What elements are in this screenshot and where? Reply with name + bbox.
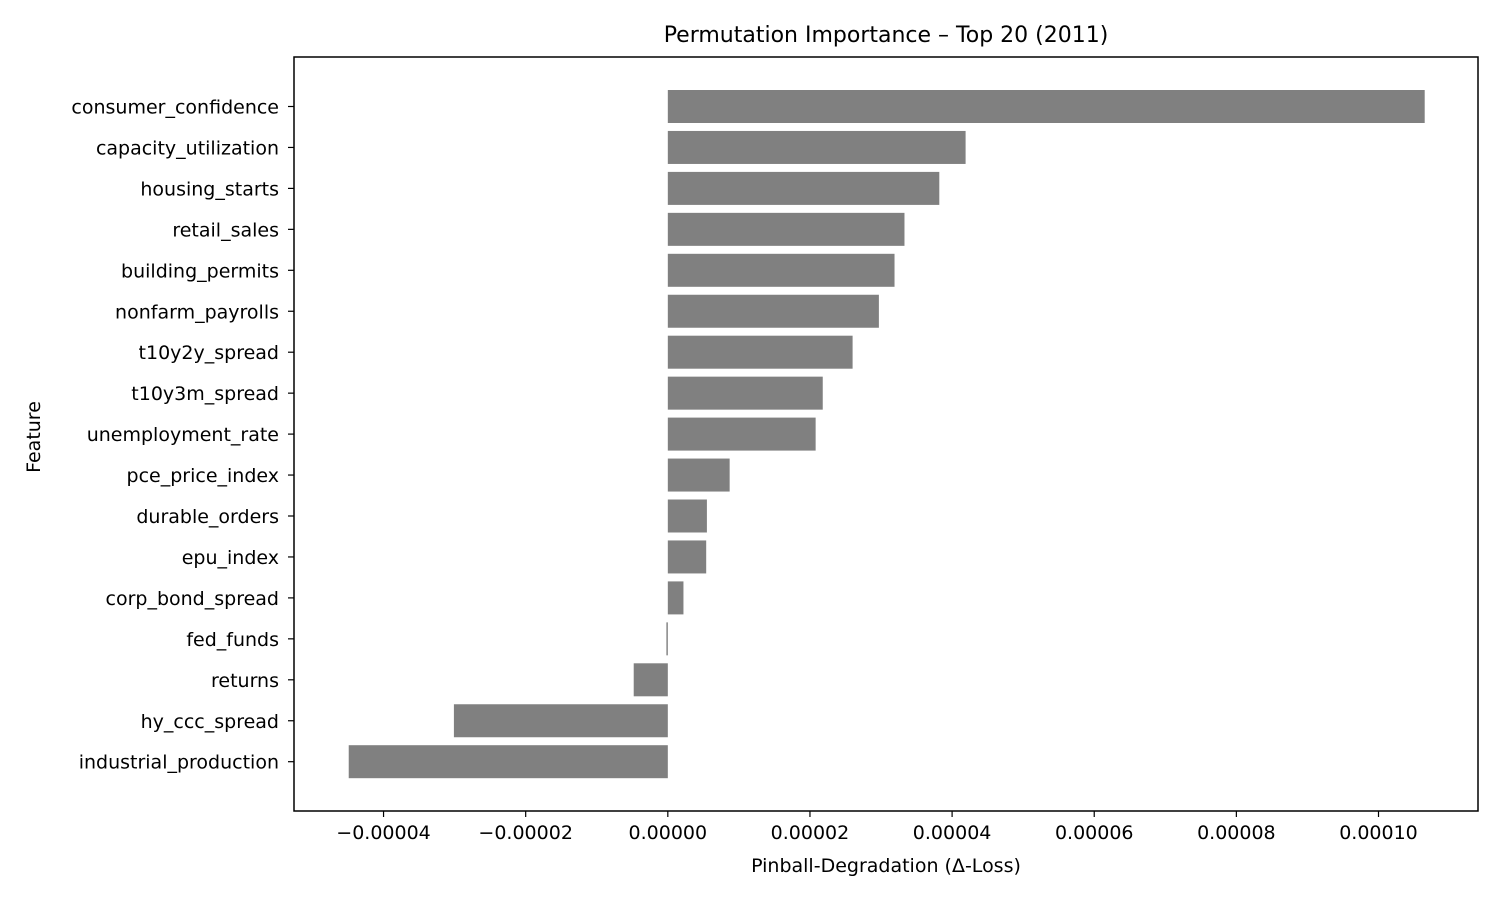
y-tick-label: pce_price_index (127, 465, 279, 487)
x-tick-label: 0.00010 (1339, 822, 1418, 844)
y-tick-label: returns (211, 670, 279, 692)
y-tick-label: corp_bond_spread (106, 588, 279, 610)
y-tick-label: hy_ccc_spread (141, 711, 279, 733)
x-tick-label: 0.00002 (771, 822, 850, 844)
y-tick-label: durable_orders (136, 506, 279, 528)
bar-corp-bond-spread (667, 581, 684, 615)
x-ticks-group: −0.00004 −0.00002 0.00000 0.00002 0.00004 0.0… (336, 811, 1418, 844)
y-tick-label: housing_starts (140, 178, 279, 200)
x-tick-label: 0.00004 (913, 822, 992, 844)
y-tick-label: nonfarm_payrolls (115, 301, 279, 323)
y-tick-label: epu_index (182, 547, 279, 569)
y-tick-label: t10y3m_spread (131, 383, 279, 405)
bar-unemployment-rate (667, 417, 816, 451)
x-axis-label: Pinball-Degradation (Δ-Loss) (751, 855, 1021, 877)
bar-building-permits (667, 253, 895, 287)
y-tick-label: retail_sales (172, 219, 279, 241)
y-axis-label: Feature (23, 401, 45, 473)
y-tick-label: unemployment_rate (87, 424, 279, 446)
bar-consumer-confidence (667, 90, 1425, 123)
bar-returns (633, 663, 668, 697)
bar-capacity-utilization (667, 130, 966, 164)
bar-t10y2y-spread (667, 335, 853, 369)
y-ticks-group: consumer_confidence capacity_utilizationh… (71, 97, 294, 774)
bar-retail-sales (667, 212, 905, 246)
bar-durable-orders (667, 499, 707, 533)
y-tick-label: industrial_production (79, 752, 279, 774)
x-tick-label: 0.00008 (1197, 822, 1276, 844)
y-tick-label: fed_funds (186, 629, 279, 651)
bar-industrial-production (348, 745, 668, 779)
y-tick-label: capacity_utilization (96, 137, 279, 159)
bar-t10y3m-spread (667, 376, 823, 410)
bar-housing-starts (667, 171, 940, 205)
y-tick-label: t10y2y_spread (139, 342, 279, 364)
bar-epu-index (667, 540, 707, 574)
bar-hy-ccc-spread (453, 704, 668, 738)
bars-group (348, 90, 1425, 779)
y-tick-label: building_permits (121, 260, 279, 282)
bar-fed-funds (666, 622, 668, 656)
bar-pce-price-index (667, 458, 730, 492)
plot-frame (293, 56, 1479, 812)
x-tick-label: 0.00006 (1055, 822, 1134, 844)
x-tick-label: −0.00002 (478, 822, 573, 844)
y-tick-label: consumer_confidence (71, 97, 279, 119)
bar-nonfarm-payrolls (667, 294, 879, 328)
chart-title: Permutation Importance – Top 20 (2011) (664, 23, 1109, 48)
x-tick-label: 0.00000 (629, 822, 708, 844)
x-tick-label: −0.00004 (336, 822, 431, 844)
plot-area (294, 57, 1478, 811)
